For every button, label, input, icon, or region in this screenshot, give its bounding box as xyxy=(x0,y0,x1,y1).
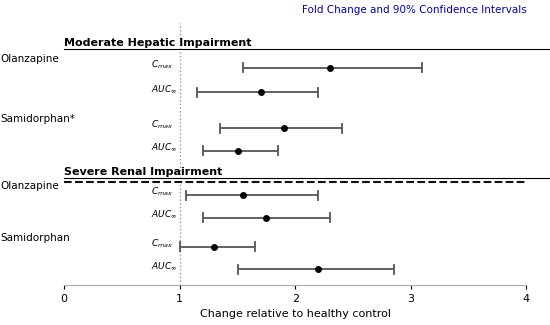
Text: Samidorphan: Samidorphan xyxy=(1,233,70,243)
Text: $C_{max}$: $C_{max}$ xyxy=(151,186,173,198)
Text: $AUC_{\infty}$: $AUC_{\infty}$ xyxy=(151,141,177,153)
Text: $C_{max}$: $C_{max}$ xyxy=(151,58,173,71)
Text: Fold Change and 90% Confidence Intervals: Fold Change and 90% Confidence Intervals xyxy=(302,5,527,15)
Text: $AUC_{\infty}$: $AUC_{\infty}$ xyxy=(151,260,177,272)
X-axis label: Change relative to healthy control: Change relative to healthy control xyxy=(200,309,391,319)
Text: $C_{max}$: $C_{max}$ xyxy=(151,119,173,131)
Text: Severe Renal Impairment: Severe Renal Impairment xyxy=(64,167,223,177)
Text: Olanzapine: Olanzapine xyxy=(1,54,59,64)
Text: Moderate Hepatic Impairment: Moderate Hepatic Impairment xyxy=(64,38,252,48)
Text: Olanzapine: Olanzapine xyxy=(1,181,59,191)
Text: $C_{max}$: $C_{max}$ xyxy=(151,237,173,250)
Text: Samidorphan*: Samidorphan* xyxy=(1,114,75,124)
Text: $AUC_{\infty}$: $AUC_{\infty}$ xyxy=(151,83,177,95)
Text: $AUC_{\infty}$: $AUC_{\infty}$ xyxy=(151,209,177,220)
